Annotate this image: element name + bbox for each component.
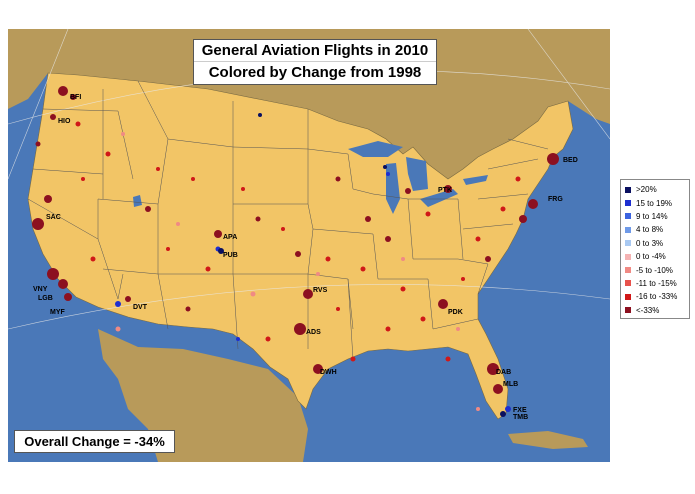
legend-swatch [625,186,631,193]
legend-swatch [625,226,631,233]
legend-label: 0 to 3% [636,238,664,248]
legend-swatch [625,253,631,260]
airport-label-dwh: DWH [320,369,337,376]
us-landmass [27,72,574,420]
cuba-landmass [508,431,588,449]
us-map[interactable]: BFI HIO SAC VNY LGB MYF DVT APA PUB RVS … [8,29,610,462]
legend-label: 0 to -4% [636,252,666,262]
airport-dot [115,132,480,411]
lake-huron [406,157,428,191]
airport-label-bfi: BFI [70,94,81,101]
lake-superior [348,141,403,157]
legend-swatch [625,213,631,220]
legend-item: -5 to -10% [625,263,687,276]
airport-label-pub: PUB [223,252,238,259]
legend-item: <-33% [625,304,687,317]
legend-item: 9 to 14% [625,210,687,223]
legend-item: -11 to -15% [625,277,687,290]
legend-item: 0 to 3% [625,237,687,250]
airport-label-tmb: TMB [513,414,528,421]
airport-dot [75,121,521,362]
canada-landmass [8,29,610,179]
airport-label-rvs: RVS [313,287,328,294]
legend-swatch [625,240,631,247]
airport-label-lgb: LGB [38,295,53,302]
airport-dot [218,113,506,417]
great-salt-lake [133,195,142,207]
legend-swatch [625,280,631,287]
airport-label-ads: ADS [306,329,321,336]
lake-michigan [386,163,400,214]
airport-label-fxe: FXE [513,407,527,414]
state-borders [27,80,549,360]
map-title: General Aviation Flights in 2010 [201,42,429,59]
legend-label: >20% [636,185,657,195]
legend: >20% 15 to 19% 9 to 14% 4 to 8% 0 to 3% … [620,179,690,319]
map-subtitle: Colored by Change from 1998 [194,61,436,83]
airport-label-dab: DAB [496,369,511,376]
legend-label: -5 to -10% [636,265,673,275]
mexico-landmass [98,329,308,462]
overall-change-box: Overall Change = -34% [14,430,175,453]
airport-label-mlb: MLB [503,381,518,388]
legend-item: 4 to 8% [625,223,687,236]
legend-label: <-33% [636,305,660,315]
legend-label: 9 to 14% [636,211,668,221]
legend-item: 15 to 19% [625,196,687,209]
airport-label-vny: VNY [33,286,48,293]
airport-label-bed: BED [563,157,578,164]
legend-swatch [625,267,631,274]
airport-label-frg: FRG [548,196,563,203]
airport-label-ptk: PTK [438,187,452,194]
legend-swatch [625,200,631,207]
legend-label: 15 to 19% [636,198,673,208]
lake-ontario [463,175,488,185]
airport-markers [32,86,559,417]
airport-label-apa: APA [223,234,237,241]
lake-erie [420,189,458,207]
legend-label: -16 to -33% [636,292,678,302]
legend-label: 4 to 8% [636,225,664,235]
legend-label: -11 to -15% [636,278,677,288]
airport-label-hio: HIO [58,118,71,125]
legend-item: -16 to -33% [625,290,687,303]
legend-swatch [625,307,631,314]
legend-item: 0 to -4% [625,250,687,263]
legend-item: >20% [625,183,687,196]
airport-label-dvt: DVT [133,304,148,311]
airport-labels: BFI HIO SAC VNY LGB MYF DVT APA PUB RVS … [33,94,578,421]
map-title-box: General Aviation Flights in 2010 Colored… [193,39,437,85]
airport-label-sac: SAC [46,214,61,221]
airport-dot [32,86,559,394]
airport-label-myf: MYF [50,309,66,316]
airport-label-pdk: PDK [448,309,463,316]
legend-swatch [625,293,631,300]
